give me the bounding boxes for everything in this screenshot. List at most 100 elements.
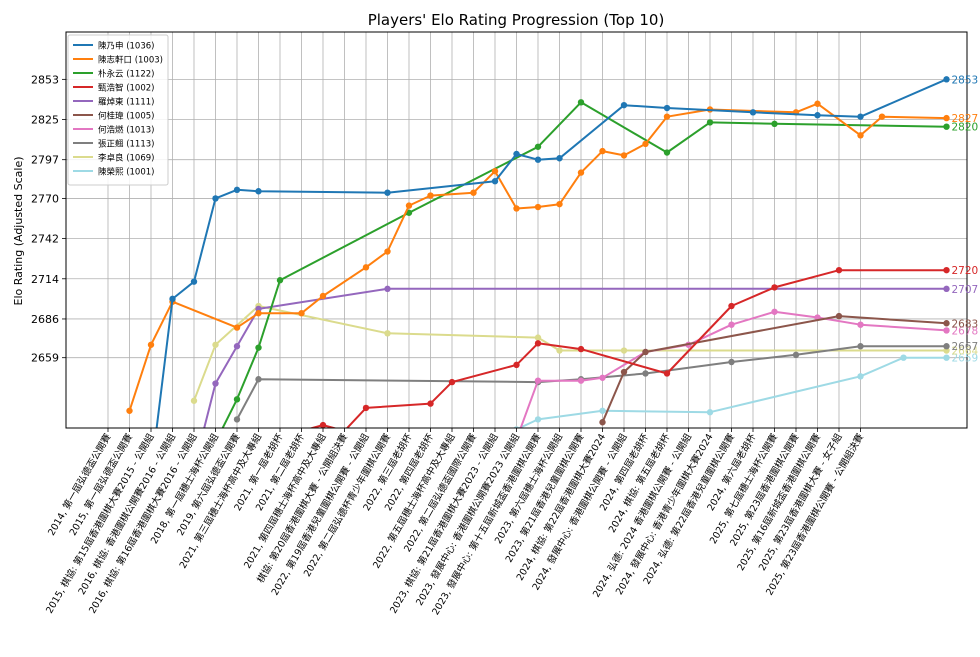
y-axis-label: Elo Rating (Adjusted Scale) (12, 156, 25, 305)
data-point (771, 120, 778, 128)
data-point (556, 200, 563, 208)
data-point (943, 354, 950, 361)
data-point (620, 368, 628, 376)
data-point (728, 321, 735, 328)
data-point (599, 374, 606, 381)
data-point (190, 397, 198, 404)
data-point (212, 380, 219, 387)
data-point (233, 396, 241, 403)
data-point (384, 189, 391, 196)
data-point (534, 203, 542, 211)
data-point (534, 334, 542, 341)
data-point (255, 376, 262, 383)
data-point (233, 416, 241, 423)
data-point (255, 344, 262, 351)
data-point (276, 277, 284, 284)
series-end-label: 2820 (952, 122, 979, 134)
data-point (255, 188, 262, 195)
data-point (491, 167, 499, 175)
data-point (255, 310, 262, 317)
data-point (878, 113, 886, 120)
y-tick-label: 2742 (31, 233, 59, 246)
data-point (943, 76, 950, 83)
data-point (857, 373, 864, 380)
data-point (943, 327, 950, 334)
data-point (534, 377, 542, 384)
data-point (298, 310, 305, 317)
legend-entry: 李卓良 (1069) (98, 153, 154, 164)
legend-entry: 陳榮熙 (1001) (98, 167, 154, 178)
data-point (534, 416, 542, 423)
y-tick-label: 2659 (31, 352, 59, 365)
data-point (663, 113, 671, 120)
data-point (233, 186, 241, 194)
data-point (620, 347, 628, 354)
series-line (308, 269, 947, 428)
data-point (513, 205, 520, 212)
series-end-label: 2827 (952, 113, 979, 125)
data-point (556, 155, 563, 162)
series-end-label: 2707 (952, 284, 979, 296)
data-point (384, 285, 391, 293)
data-point (427, 192, 434, 199)
data-point (943, 266, 950, 274)
data-point (857, 343, 864, 350)
y-tick-label: 2714 (31, 273, 59, 286)
data-point (728, 302, 735, 310)
data-point (620, 152, 628, 159)
data-point (534, 143, 542, 150)
data-point (319, 421, 327, 428)
series-line (203, 287, 947, 428)
data-point (814, 100, 821, 107)
data-point (362, 264, 370, 271)
series-line (193, 305, 947, 402)
data-point (212, 341, 219, 348)
data-point (599, 419, 606, 426)
y-tick-label: 2686 (31, 313, 59, 326)
data-point (835, 312, 843, 320)
data-point (663, 104, 671, 112)
data-point (577, 345, 585, 353)
data-point (728, 358, 735, 366)
data-point (663, 370, 671, 377)
data-point (319, 292, 327, 300)
data-point (212, 195, 219, 202)
legend-entry: 甄浩智 (1002) (98, 83, 154, 94)
y-tick-label: 2853 (31, 73, 59, 86)
data-point (190, 278, 198, 285)
data-point (147, 341, 155, 348)
legend-entry: 何桂瑋 (1005) (98, 111, 154, 122)
legend-entry: 何浩燃 (1013) (98, 125, 154, 136)
y-tick-label: 2825 (31, 114, 59, 127)
data-point (427, 400, 434, 407)
series-end-label: 2853 (952, 74, 979, 86)
data-point (642, 348, 649, 356)
legend-entry: 陳乃申 (1036) (98, 41, 154, 52)
data-point (362, 404, 370, 412)
y-tick-label: 2770 (31, 192, 59, 205)
data-point (513, 150, 520, 158)
data-point (792, 351, 800, 359)
data-point (577, 377, 585, 384)
data-point (771, 284, 778, 291)
legend-entry: 羅焯東 (1111) (98, 97, 154, 108)
data-point (491, 178, 499, 185)
legend-entry: 張正翹 (1113) (98, 139, 154, 150)
data-point (642, 370, 649, 377)
data-point (943, 114, 950, 122)
data-point (126, 407, 133, 414)
data-point (577, 99, 585, 106)
data-point (943, 123, 950, 130)
data-point (470, 189, 477, 196)
data-point (749, 109, 757, 116)
data-point (943, 320, 950, 327)
data-point (534, 156, 542, 163)
data-point (943, 285, 950, 293)
data-point (384, 248, 391, 255)
series-end-label: 2678 (952, 325, 979, 337)
data-point (706, 409, 714, 416)
data-point (835, 266, 843, 274)
